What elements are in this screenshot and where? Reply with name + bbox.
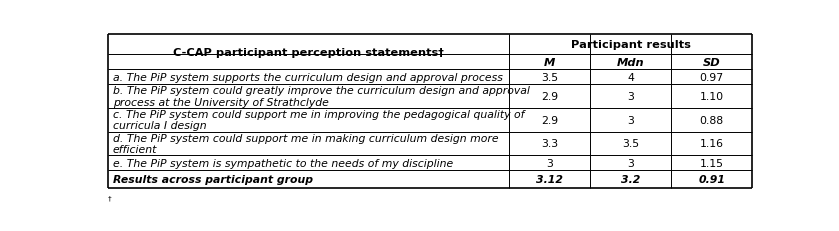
Text: 1.16: 1.16 — [700, 139, 723, 149]
Text: 3.2: 3.2 — [621, 174, 640, 184]
Text: 2.9: 2.9 — [541, 115, 558, 125]
Text: e. The PiP system is sympathetic to the needs of my discipline: e. The PiP system is sympathetic to the … — [112, 158, 453, 168]
Text: c. The PiP system could support me in improving the pedagogical quality of
curri: c. The PiP system could support me in im… — [112, 109, 524, 131]
Text: 3: 3 — [546, 158, 553, 168]
Text: Results across participant group: Results across participant group — [112, 174, 313, 184]
Text: †: † — [108, 195, 112, 201]
Text: 2.9: 2.9 — [541, 91, 558, 101]
Text: 3.5: 3.5 — [623, 139, 639, 149]
Text: b. The PiP system could greatly improve the curriculum design and approval
proce: b. The PiP system could greatly improve … — [112, 86, 529, 107]
Text: a. The PiP system supports the curriculum design and approval process: a. The PiP system supports the curriculu… — [112, 72, 503, 82]
Text: 1.15: 1.15 — [700, 158, 723, 168]
Text: 0.97: 0.97 — [700, 72, 724, 82]
Text: 3: 3 — [628, 91, 634, 101]
Text: M: M — [544, 57, 555, 67]
Text: 4: 4 — [628, 72, 634, 82]
Text: d. The PiP system could support me in making curriculum design more
efficient: d. The PiP system could support me in ma… — [112, 133, 498, 155]
Text: 3.12: 3.12 — [536, 174, 563, 184]
Text: C-CAP participant perception statements†: C-CAP participant perception statements† — [173, 47, 444, 58]
Text: SD: SD — [703, 57, 721, 67]
Text: 3.5: 3.5 — [541, 72, 558, 82]
Text: 3: 3 — [628, 115, 634, 125]
Text: Participant results: Participant results — [571, 40, 690, 50]
Text: 0.88: 0.88 — [700, 115, 724, 125]
Text: Mdn: Mdn — [617, 57, 644, 67]
Text: 3.3: 3.3 — [541, 139, 558, 149]
Text: 3: 3 — [628, 158, 634, 168]
Text: 1.10: 1.10 — [700, 91, 724, 101]
Text: 0.91: 0.91 — [698, 174, 725, 184]
